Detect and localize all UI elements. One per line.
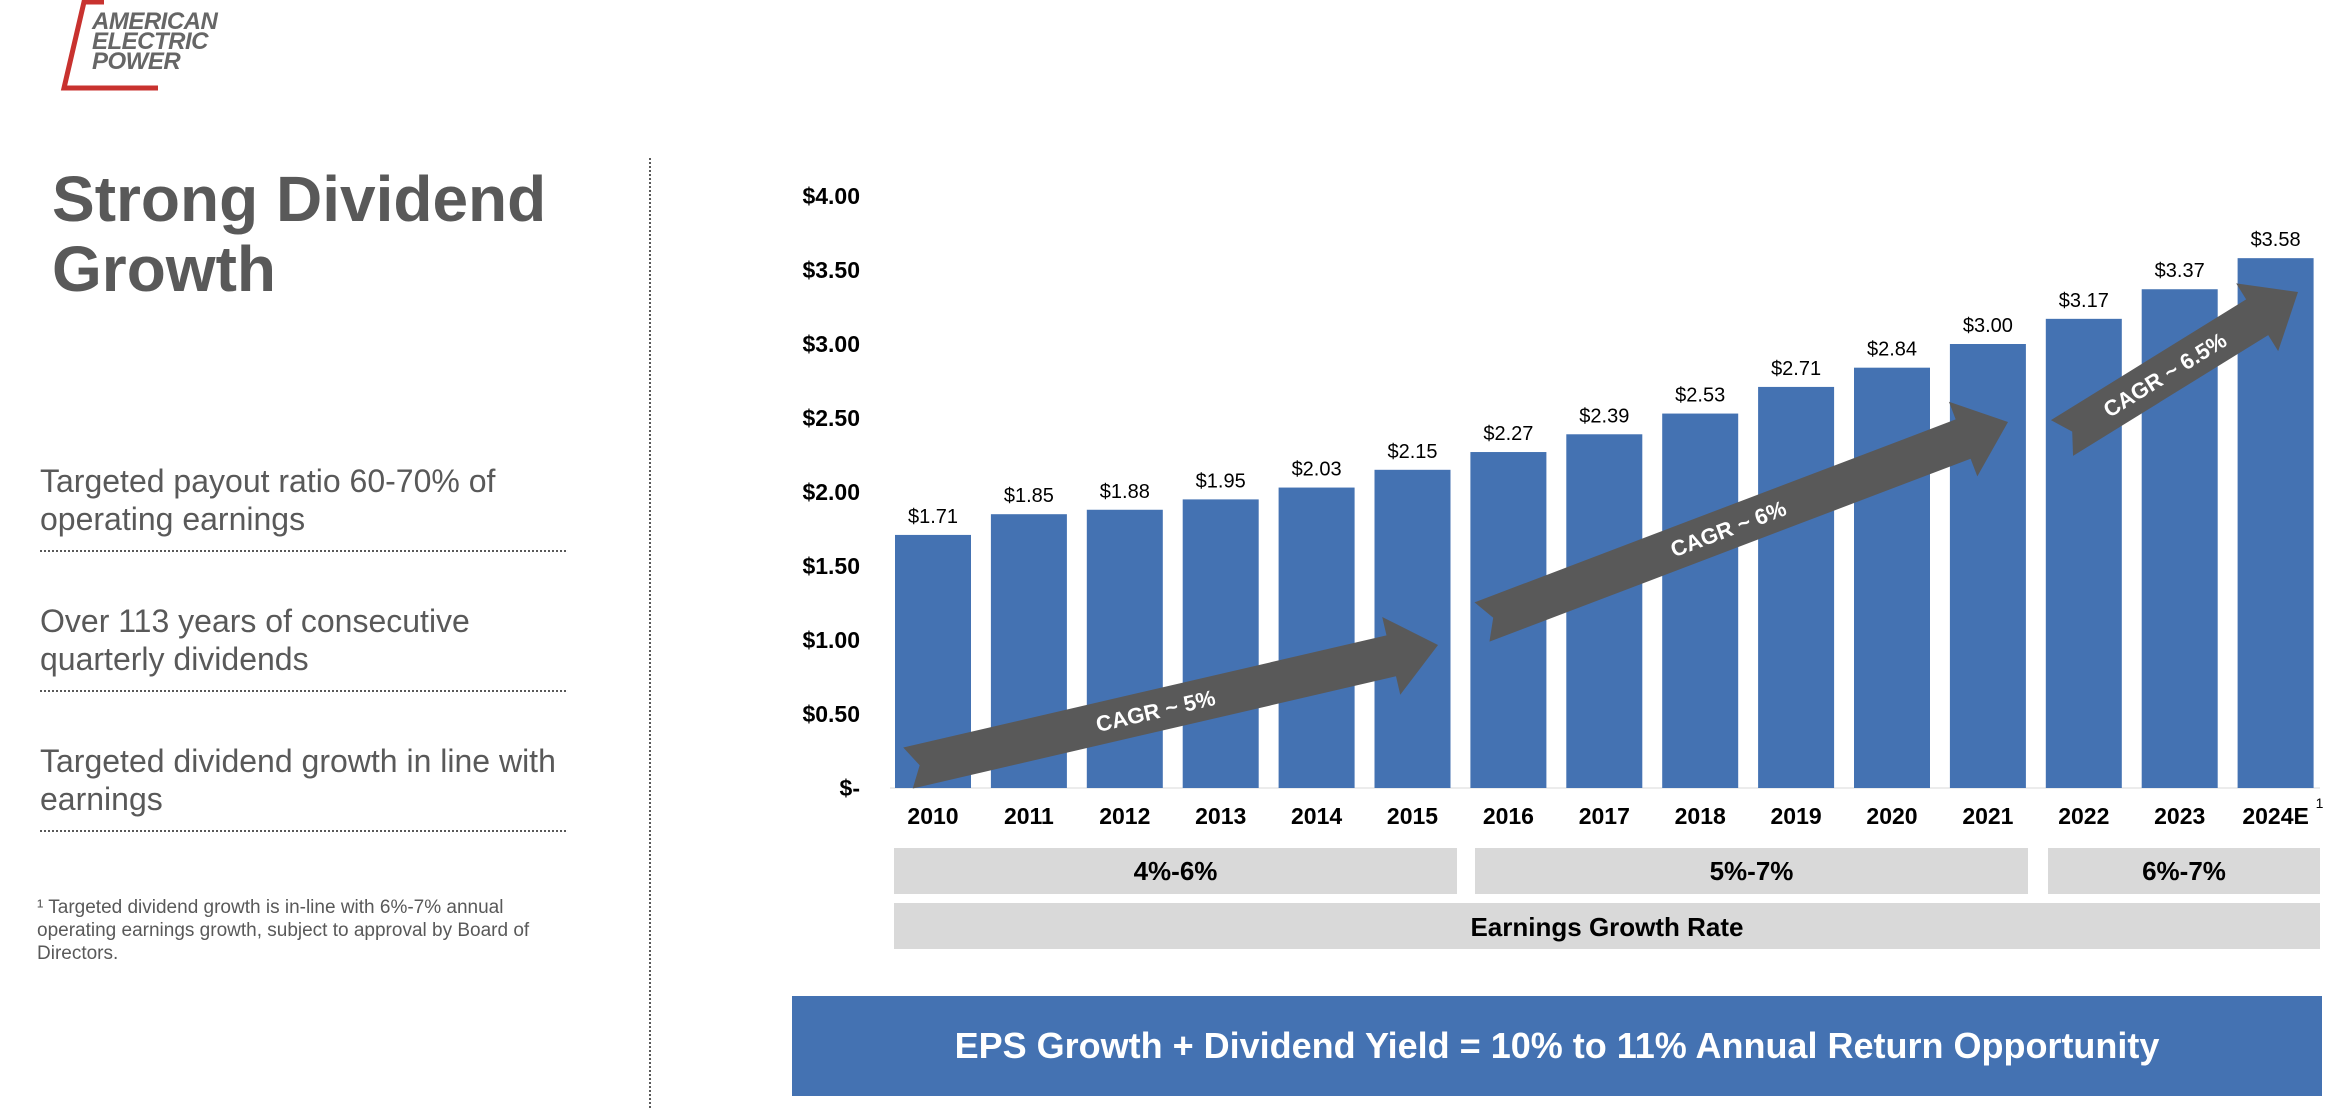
bar-value-label: $1.95 [1196,470,1246,492]
growth-band [894,848,1457,894]
y-tick-label: $1.50 [802,553,860,579]
bar-value-label: $1.71 [908,506,958,528]
cagr-arrow [903,616,1438,789]
bar-2020 [1854,367,1930,788]
footnote: ¹ Targeted dividend growth is in-line wi… [37,897,530,964]
logo-bracket-icon [60,0,158,91]
return-banner: EPS Growth + Dividend Yield = 10% to 11%… [792,996,2322,1096]
x-tick-label: 2010 [907,803,958,829]
growth-band-label: 5%-7% [1710,856,1794,886]
bar-value-label: $2.15 [1387,441,1437,463]
bar-value-label: $3.58 [2251,229,2301,251]
growth-band-label: 6%-7% [2142,856,2226,886]
y-tick-label: $0.50 [802,701,860,727]
bar-2013 [1182,499,1259,788]
bar-value-label: $3.37 [2155,260,2205,282]
y-tick-label: $1.00 [802,627,860,653]
aep-logo: AMERICAN ELECTRIC POWER [58,0,248,92]
bar-value-label: $2.39 [1579,405,1629,427]
logo-line-3: POWER [92,48,181,75]
growth-caption-band [894,903,2320,949]
y-tick-label: $3.00 [802,331,860,357]
bar-value-label: $1.88 [1100,481,1150,503]
y-tick-label: $- [840,775,860,801]
vertical-divider [649,158,651,1108]
logo-line-1: AMERICAN [92,8,218,35]
bar-2018 [1662,413,1739,788]
x-tick-label: 2016 [1483,803,1534,829]
y-tick-label: $2.00 [802,479,860,505]
bullet-payout-ratio: Targeted payout ratio 60-70% of operatin… [40,462,566,552]
bar-value-label: $2.03 [1292,459,1342,481]
bullet-consecutive-dividends: Over 113 years of consecutive quarterly … [40,602,566,692]
x-tick-label: 2012 [1099,803,1150,829]
x-tick-label: 2017 [1579,803,1630,829]
y-tick-label: $4.00 [802,183,860,209]
x-tick-label: 2024E [2242,803,2309,829]
growth-band-label: 4%-6% [1134,856,1218,886]
bar-value-label: $1.85 [1004,485,1054,507]
x-tick-label: 2014 [1291,803,1342,829]
bar-value-label: $2.53 [1675,385,1725,407]
bar-2014 [1278,487,1355,788]
x-tick-label: 2021 [1962,803,2013,829]
x-tick-label: 2013 [1195,803,1246,829]
bar-value-label: $3.17 [2059,290,2109,312]
x-tick-label: 2020 [1866,803,1917,829]
cagr-arrow [2050,283,2298,456]
bar-value-label: $2.71 [1771,358,1821,380]
cagr-arrow [1474,401,2009,642]
bar-value-label: $3.00 [1963,315,2013,337]
y-tick-label: $2.50 [802,405,860,431]
banner-text: EPS Growth + Dividend Yield = 10% to 11%… [954,1025,2160,1066]
logo-text: AMERICAN ELECTRIC POWER [92,8,218,75]
growth-band [2048,848,2320,894]
growth-band [1475,848,2028,894]
page-title: Strong Dividend Growth [52,163,547,305]
bar-value-label: $2.84 [1867,339,1917,361]
bar-2012 [1086,509,1163,788]
x-tick-label: 2023 [2154,803,2205,829]
bar-2017 [1566,434,1643,788]
growth-caption-label: Earnings Growth Rate [1470,912,1743,942]
bullet-dividend-growth: Targeted dividend growth in line with ea… [40,742,566,832]
x-tick-label: 2019 [1771,803,1822,829]
bar-value-label: $2.27 [1483,423,1533,445]
x-tick-label: 2011 [1004,803,1054,829]
x-tick-label: 2018 [1675,803,1726,829]
bar-2019 [1758,386,1835,788]
x-tick-footnote-marker: 1 [2316,795,2324,811]
logo-line-2: ELECTRIC [92,28,209,55]
x-tick-label: 2015 [1387,803,1438,829]
x-tick-label: 2022 [2058,803,2109,829]
y-tick-label: $3.50 [802,257,860,283]
